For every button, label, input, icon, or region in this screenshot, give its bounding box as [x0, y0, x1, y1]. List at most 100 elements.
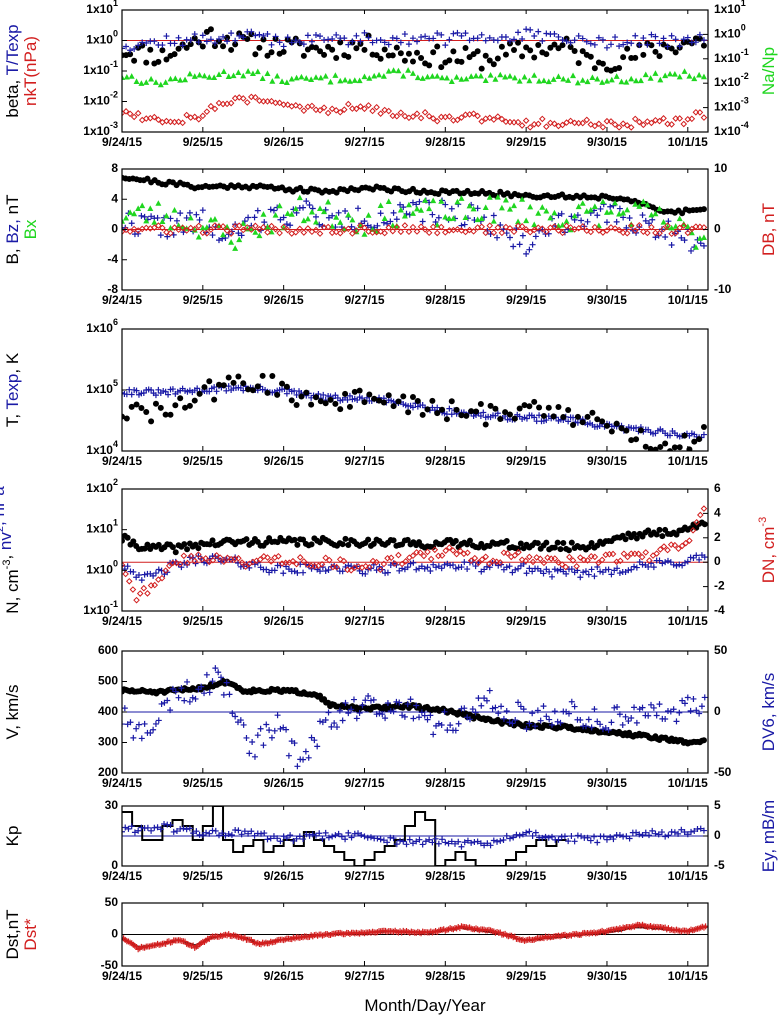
- data-point: [562, 563, 570, 571]
- data-point: [472, 709, 479, 716]
- data-point: [587, 552, 595, 560]
- data-point: [681, 68, 688, 74]
- data-point: [252, 51, 259, 58]
- data-point: [248, 28, 255, 35]
- data-point: [317, 205, 324, 211]
- data-point: [655, 831, 662, 838]
- data-point: [587, 837, 594, 844]
- data-point: [608, 76, 615, 83]
- data-point: [356, 567, 363, 574]
- data-point: [494, 194, 501, 200]
- data-point: [697, 825, 704, 832]
- y-tick-label: 1x10-1: [83, 59, 118, 77]
- data-point: [167, 75, 174, 82]
- data-point: [356, 77, 363, 84]
- data-point: [329, 46, 336, 53]
- data-point: [438, 198, 445, 204]
- data-point: [619, 721, 626, 728]
- data-point: [605, 727, 612, 734]
- data-point: [133, 78, 140, 85]
- data-point: [376, 71, 383, 78]
- data-point: [535, 42, 542, 49]
- data-point: [676, 43, 683, 50]
- data-point: [416, 836, 423, 843]
- data-point: [664, 43, 671, 50]
- data-point: [648, 119, 655, 127]
- data-point: [288, 397, 295, 404]
- data-point: [303, 389, 310, 396]
- data-point: [280, 48, 287, 55]
- tick-label-exponent: 2: [113, 477, 118, 487]
- y-tick-label: 30: [105, 798, 119, 812]
- y-tick-label: 1x106: [86, 317, 118, 335]
- data-point: [268, 49, 275, 56]
- x-tick-label: 9/30/15: [587, 776, 627, 790]
- data-point: [624, 206, 631, 213]
- data-point: [607, 118, 615, 125]
- data-point: [175, 34, 182, 41]
- data-point: [355, 563, 362, 570]
- data-point: [326, 556, 333, 564]
- data-point: [498, 43, 505, 50]
- data-point: [700, 505, 708, 512]
- data-point: [656, 557, 663, 564]
- data-point: [332, 107, 340, 114]
- data-point: [127, 209, 134, 215]
- data-point: [494, 55, 501, 62]
- tick-label-text: 1x10: [86, 481, 113, 495]
- data-point: [549, 721, 556, 728]
- data-point: [662, 72, 669, 79]
- data-point: [284, 101, 292, 109]
- data-point: [519, 831, 526, 838]
- data-point: [405, 67, 412, 73]
- data-point: [122, 721, 125, 728]
- data-point: [209, 537, 216, 544]
- data-point: [366, 391, 373, 398]
- data-point: [236, 32, 243, 39]
- data-point: [475, 559, 482, 567]
- data-point: [478, 118, 485, 125]
- tick-label-text: 6: [714, 481, 721, 495]
- data-point: [256, 31, 263, 38]
- data-point: [482, 52, 489, 59]
- data-point: [418, 34, 425, 41]
- data-point: [397, 837, 404, 844]
- data-point: [495, 710, 502, 717]
- data-point: [224, 554, 231, 562]
- x-tick-label: 9/26/15: [264, 454, 304, 468]
- y-right-tick-label: 1x10-4: [714, 120, 749, 138]
- data-point: [370, 696, 377, 703]
- data-point: [216, 554, 224, 561]
- data-point: [434, 30, 441, 37]
- data-point: [599, 36, 606, 43]
- data-point: [162, 567, 169, 574]
- data-point: [124, 534, 131, 541]
- series-0-black: [122, 26, 707, 74]
- data-point: [584, 834, 591, 841]
- data-point: [652, 830, 659, 837]
- data-point: [325, 709, 332, 716]
- data-point: [595, 120, 603, 128]
- data-point: [613, 218, 620, 225]
- data-point: [237, 717, 244, 724]
- data-point: [462, 44, 469, 51]
- data-point: [642, 443, 649, 450]
- data-point: [676, 561, 683, 568]
- data-point: [587, 121, 595, 128]
- data-point: [349, 105, 356, 112]
- data-point: [316, 106, 324, 114]
- data-point: [320, 391, 327, 398]
- data-point: [337, 219, 344, 225]
- axis-label-part: DV6, km/s: [759, 673, 778, 751]
- data-point: [187, 224, 195, 232]
- data-point: [274, 391, 281, 398]
- tick-label-exponent: 1: [741, 0, 746, 8]
- data-point: [272, 225, 279, 233]
- data-point: [220, 691, 227, 698]
- data-point: [477, 400, 484, 407]
- data-point: [249, 70, 256, 77]
- data-point: [270, 207, 277, 214]
- data-point: [558, 210, 565, 217]
- axis-label-exponent: -3: [1, 560, 13, 570]
- data-point: [526, 246, 533, 253]
